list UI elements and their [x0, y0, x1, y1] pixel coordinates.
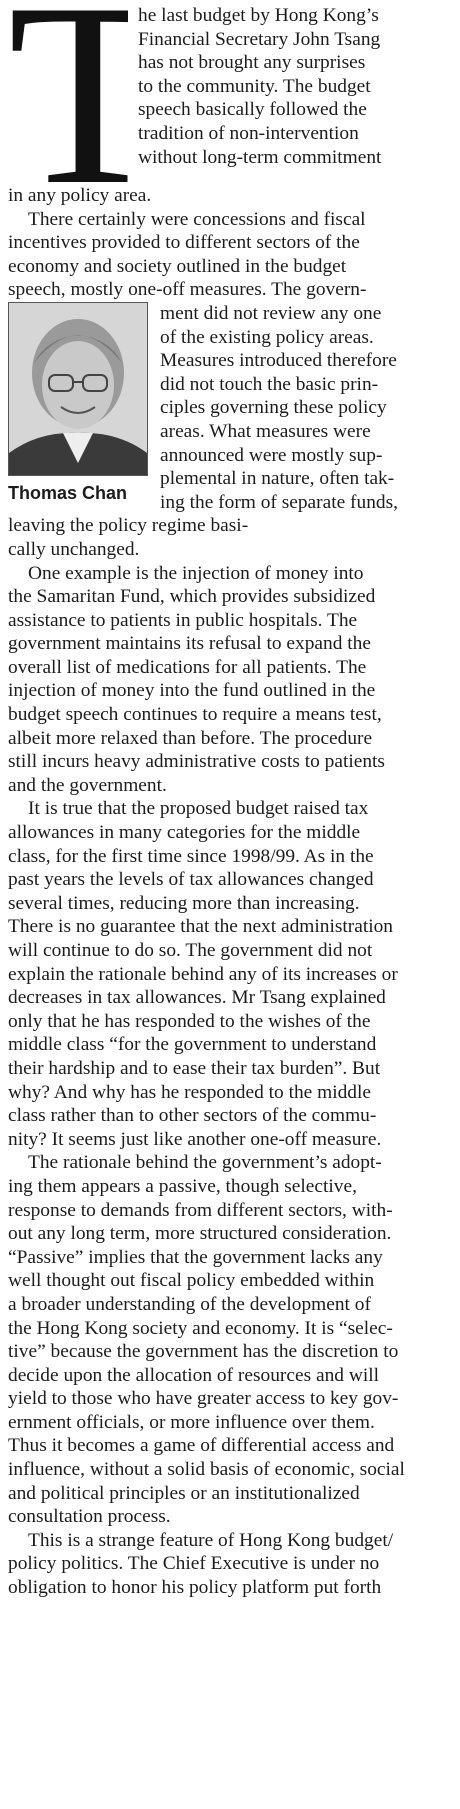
- text-line: Thus it becomes a game of differential a…: [8, 1435, 395, 1457]
- paragraph-4: It is true that the proposed budget rais…: [8, 797, 452, 1151]
- text-line: ernment officials, or more influence ove…: [8, 1411, 375, 1433]
- text-line: response to demands from different secto…: [8, 1199, 393, 1221]
- text-line: past years the levels of tax allowances …: [8, 869, 374, 891]
- text-line: explain the rationale behind any of its …: [8, 963, 398, 985]
- text-line: economy and society outlined in the budg…: [8, 255, 347, 277]
- text-line: will continue to do so. The government d…: [8, 940, 373, 961]
- text-line: still incurs heavy administrative costs …: [8, 751, 385, 773]
- text-line: ing them appears a passive, though selec…: [8, 1175, 357, 1197]
- author-portrait-image: [9, 302, 147, 475]
- text-line: tive” because the government has the dis…: [8, 1341, 399, 1363]
- text-line: It is true that the proposed budget rais…: [28, 798, 369, 820]
- text-line: ment did not review any one: [160, 302, 382, 324]
- text-line: class rather than to other sectors of th…: [8, 1105, 377, 1127]
- text-line: There certainly were concessions and fis…: [28, 208, 366, 230]
- text-line: cally unchanged.: [8, 538, 140, 560]
- text-line: budget speech continues to require a mea…: [8, 704, 382, 726]
- text-line: tradition of non-intervention: [138, 122, 359, 144]
- text-line: speech basically followed the: [138, 99, 367, 121]
- text-line: and political principles or an instituti…: [8, 1482, 360, 1504]
- text-line: government maintains its refusal to expa…: [8, 633, 371, 655]
- text-line: overall list of medications for all pati…: [8, 656, 367, 678]
- text-line: “Passive” implies that the government la…: [8, 1246, 383, 1268]
- article: T he last budget by Hong Kong’s Financia…: [8, 4, 452, 1600]
- text-line: ing the form of separate funds,: [160, 491, 398, 513]
- text-line: One example is the injection of money in…: [28, 562, 364, 584]
- drop-cap: T: [8, 4, 128, 184]
- text-line: the Samaritan Fund, which provides subsi…: [8, 586, 376, 608]
- text-line: yield to those who have greater access t…: [8, 1388, 399, 1410]
- text-line: middle class “for the government to unde…: [8, 1034, 377, 1056]
- text-line: The rationale behind the government’s ad…: [28, 1152, 382, 1174]
- text-line: assistance to patients in public hospita…: [8, 609, 358, 631]
- text-line: the Hong Kong society and economy. It is…: [8, 1317, 393, 1339]
- paragraph-3: One example is the injection of money in…: [8, 562, 452, 798]
- text-line: ciples governing these policy: [160, 397, 387, 419]
- text-line: Measures introduced therefore: [160, 350, 397, 372]
- text-line: allowances in many categories for the mi…: [8, 822, 361, 844]
- text-line: injection of money into the fund outline…: [8, 680, 376, 702]
- text-line: did not touch the basic prin-: [160, 373, 379, 395]
- text-line: decreases in tax allowances. Mr Tsang ex…: [8, 987, 386, 1009]
- byline: Thomas Chan: [8, 482, 128, 503]
- text-line: out any long term, more structured consi…: [8, 1223, 392, 1245]
- text-line: he last budget by Hong Kong’s: [138, 5, 379, 26]
- text-line: to the community. The budget: [138, 75, 371, 97]
- text-line: leaving the policy regime basi-: [8, 515, 249, 537]
- text-line: several times, reducing more than increa…: [8, 892, 360, 914]
- text-line: albeit more relaxed than before. The pro…: [8, 727, 373, 749]
- paragraph-1-text: he last budget by Hong Kong’s Financial …: [8, 4, 452, 169]
- text-line: why? And why has he responded to the mid…: [8, 1081, 371, 1103]
- text-line: a broader understanding of the developme…: [8, 1293, 371, 1315]
- text-line: well thought out fiscal policy embedded …: [8, 1270, 375, 1292]
- text-line: nity? It seems just like another one-off…: [8, 1128, 382, 1150]
- text-line: consultation process.: [8, 1506, 171, 1528]
- text-line: in any policy area.: [8, 185, 152, 206]
- paragraph-1: T he last budget by Hong Kong’s Financia…: [8, 4, 452, 208]
- text-line: without long-term commitment: [138, 146, 382, 168]
- text-line: decide upon the allocation of resources …: [8, 1364, 379, 1386]
- text-line: This is a strange feature of Hong Kong b…: [28, 1529, 394, 1551]
- text-line: obligation to honor his policy platform …: [8, 1577, 382, 1599]
- text-line: influence, without a solid basis of econ…: [8, 1459, 405, 1481]
- text-line: There is no guarantee that the next admi…: [8, 916, 393, 938]
- text-line: class, for the first time since 1998/99.…: [8, 845, 374, 867]
- author-photo-block: Thomas Chan: [8, 301, 150, 504]
- text-line: of the existing policy areas.: [160, 326, 374, 348]
- text-line: announced were mostly sup-: [160, 444, 383, 466]
- text-line: and the government.: [8, 774, 167, 796]
- paragraph-2: There certainly were concessions and fis…: [8, 208, 452, 562]
- text-line: only that he has responded to the wishes…: [8, 1010, 371, 1032]
- text-line: incentives provided to different sectors…: [8, 232, 360, 254]
- text-line: has not brought any surprises: [138, 52, 366, 74]
- text-line: plemental in nature, often tak-: [160, 468, 395, 490]
- text-line: their hardship and to ease their tax bur…: [8, 1057, 381, 1079]
- text-line: speech, mostly one-off measures. The gov…: [8, 279, 367, 301]
- text-line: Financial Secretary John Tsang: [138, 28, 381, 50]
- text-line: areas. What measures were: [160, 420, 371, 442]
- author-photo: [8, 301, 148, 476]
- paragraph-6: This is a strange feature of Hong Kong b…: [8, 1529, 452, 1600]
- paragraph-5: The rationale behind the government’s ad…: [8, 1151, 452, 1529]
- text-line: policy politics. The Chief Executive is …: [8, 1553, 380, 1575]
